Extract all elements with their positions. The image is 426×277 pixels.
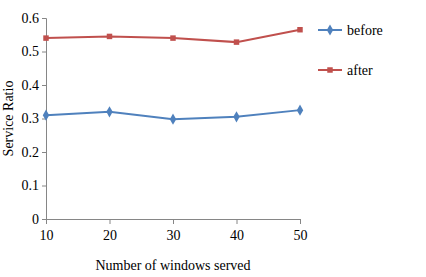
y-tick-mark [42,18,46,19]
y-tick-mark [42,219,46,220]
y-tick-label: 0.1 [22,178,40,193]
x-tick: 10 [40,219,54,243]
y-axis-title: Service Ratio [1,81,16,157]
series-marker [43,110,49,121]
y-tick-label: 0 [32,212,39,227]
y-tick-mark [42,152,46,153]
y-tick: 0.5 [22,44,47,59]
series-marker [170,114,176,125]
y-tick: 0.1 [22,178,47,193]
x-tick-label: 50 [294,228,308,243]
x-tick: 40 [230,219,244,243]
x-axis-line [47,220,301,225]
y-tick: 0.6 [22,11,47,26]
series-marker [106,106,112,117]
x-tick-label: 30 [167,228,181,243]
y-tick-mark [42,52,46,53]
series-marker [297,27,302,32]
x-tick-label: 20 [103,228,117,243]
y-tick-label: 0.2 [22,145,40,160]
y-tick: 0.4 [22,78,47,93]
x-tick: 30 [167,219,181,243]
x-tick: 50 [294,219,308,243]
series-marker [170,35,175,40]
x-tick: 20 [103,219,117,243]
y-tick-label: 0.5 [22,44,40,59]
series-marker [43,35,48,40]
y-axis: 0 0.1 0.2 0.3 0.4 0.5 0.6 [22,11,47,227]
legend-marker [327,67,332,72]
x-tick-label: 40 [230,228,244,243]
y-tick: 0.2 [22,145,47,160]
legend: before after [318,23,383,78]
series-marker [234,39,239,44]
series-line [46,30,300,42]
y-tick: 0.3 [22,111,47,126]
legend-marker [327,24,333,35]
y-tick-label: 0.3 [22,111,40,126]
x-tick-label: 10 [40,228,54,243]
y-tick-mark [42,186,46,187]
series-marker [233,111,239,122]
plot-area [43,27,303,125]
x-tick-mark [300,219,301,224]
x-tick-mark [237,219,238,224]
y-tick: 0 [32,212,46,227]
x-axis: 10 20 30 40 50 [40,219,308,243]
series-marker [107,34,112,39]
y-tick-label: 0.6 [22,11,40,26]
y-tick-mark [42,85,46,86]
series-marker [297,105,303,116]
x-tick-mark [173,219,174,224]
x-tick-mark [110,219,111,224]
chart: 10 20 30 40 50 0 0.1 0.2 0.3 0.4 0.5 0.6 Number of w… [0,0,426,277]
y-tick-label: 0.4 [22,78,40,93]
x-axis-title: Number of windows served [95,258,250,273]
legend-label: before [347,23,383,38]
legend-label: after [347,63,373,78]
